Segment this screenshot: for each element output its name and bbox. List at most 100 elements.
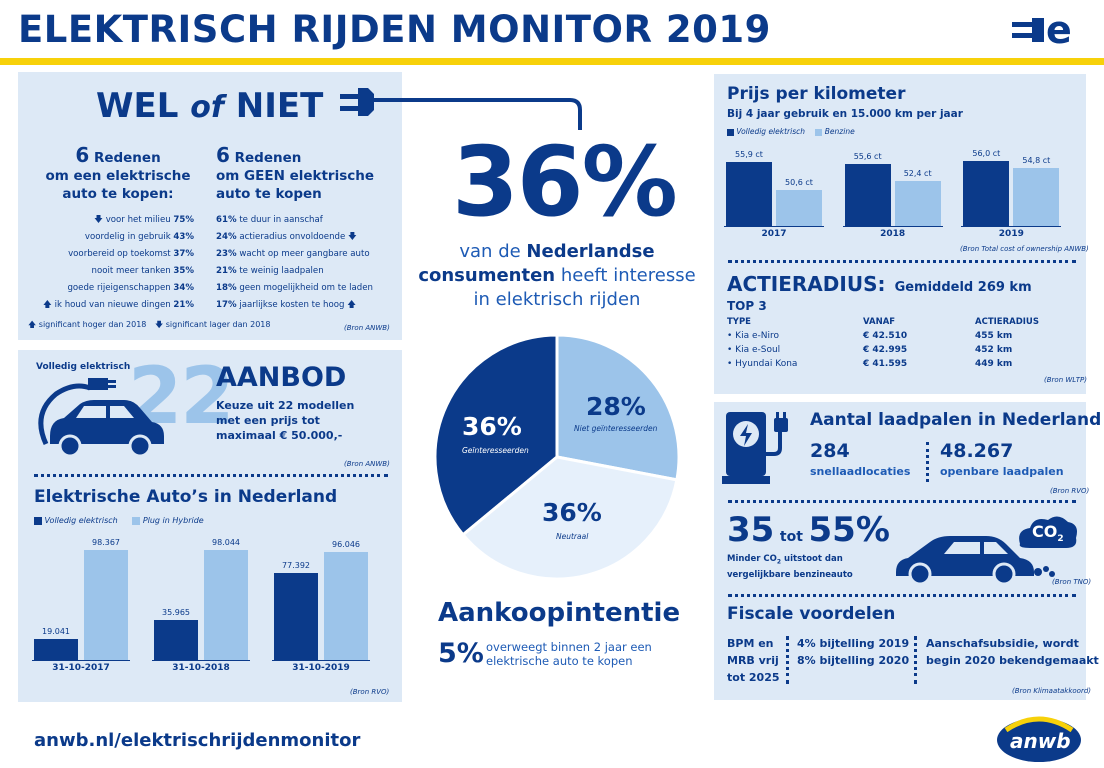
fiscaal-col2: 4% bijtelling 2019 8% bijtelling 2020 [797, 637, 910, 667]
pie-label-neutral: 36% [542, 498, 602, 527]
prijs-panel [714, 74, 1086, 394]
welofniet-title: WEL of NIET [96, 86, 324, 126]
aanbod-title: AANBOD [216, 362, 347, 393]
bar-value-label: 56,0 ct [972, 149, 1001, 159]
table-cell: € 42.995 [863, 345, 908, 355]
axis-baseline [842, 226, 943, 227]
plug-icon [340, 84, 590, 134]
arrow-up-icon: 🡅 [347, 300, 357, 310]
axis-baseline [272, 660, 370, 661]
category-label: 2017 [761, 229, 787, 239]
column-header: ACTIERADIUS [975, 317, 1039, 327]
laadpalen-divider [728, 500, 1076, 503]
pie-slice-not-interested [555, 333, 681, 482]
list-item: 24% actieradius onvoldoende 🡇 [216, 232, 357, 242]
interest-big-pct: 36% [452, 126, 678, 238]
significance-legend: 🡅 significant hoger dan 2018 🡇 significa… [28, 320, 271, 329]
bar [204, 550, 248, 660]
bar [894, 180, 941, 226]
pie-slice-neutral [460, 455, 679, 581]
bar-value-label: 54,8 ct [1022, 155, 1051, 165]
fiscaal-vdivider-2 [914, 636, 917, 684]
fiscaal-vdivider-1 [786, 636, 789, 684]
aankoop-text: overweegt binnen 2 jaar een elektrische … [486, 640, 652, 668]
welofniet-source: (Bron ANWB) [344, 324, 390, 332]
category-label: 2018 [880, 229, 906, 239]
table-row: • Hyundai Kona € 41.595 449 km [727, 357, 1065, 371]
laadpalen-num2: 48.267 [940, 440, 1014, 462]
table-cell: • Kia e-Soul [727, 345, 781, 355]
page-title: ELEKTRISCH RIJDEN MONITOR 2019 [18, 8, 771, 51]
table-cell: • Kia e-Niro [727, 331, 779, 341]
list-item: voorbereid op toekomst 37% [68, 249, 194, 259]
bar [963, 161, 1010, 226]
header-yellow-stripe [0, 58, 1104, 65]
table-row: • Kia e-Niro € 42.510 455 km [727, 329, 1065, 343]
arrow-up-icon: 🡅 [28, 320, 37, 329]
column-header: TYPE [727, 317, 751, 327]
list-item: 🡇 voor het milieu 75% [94, 215, 194, 225]
aanbod-source: (Bron ANWB) [344, 460, 390, 468]
table-header-row: TYPE VANAF ACTIERADIUS [727, 315, 1065, 329]
arrow-down-icon: 🡇 [154, 320, 164, 329]
list-item: 61% te duur in aanschaf [216, 215, 323, 225]
interest-pie-chart [432, 332, 682, 582]
laadpalen-label2: openbare laadpalen [940, 465, 1064, 478]
column-header: VANAF [863, 317, 896, 327]
prijs-divider [728, 260, 1076, 263]
bar [726, 161, 772, 226]
list-item: 23% wacht op meer gangbare auto [216, 249, 370, 259]
pie-cat-not-interested: Niet geïnteresseerden [574, 424, 658, 433]
list-item: goede rijeigenschappen 34% [67, 283, 194, 293]
axis-baseline [32, 660, 130, 661]
bar-value-label: 77.392 [282, 561, 310, 571]
fiscaal-source: (Bron Klimaatakkoord) [1012, 687, 1091, 695]
pie-slice-interested [433, 333, 559, 537]
autos-nl-title: Elektrische Auto’s in Nederland [34, 487, 338, 507]
legend-swatch-plugin [132, 516, 141, 525]
pro-heading: 6 Redenen om een elektrische auto te kop… [45, 143, 191, 202]
fiscaal-col1: BPM en MRB vrij tot 2025 [727, 637, 780, 684]
table-cell: € 42.510 [863, 331, 908, 341]
prijs-title: Prijs per kilometer [727, 84, 906, 104]
svg-text:e: e [1046, 10, 1072, 50]
laadpalen-label1: snellaadlocaties [810, 465, 911, 478]
bar-value-label: 98.044 [212, 538, 240, 548]
legend-swatch-benzine [815, 128, 823, 136]
co2-source: (Bron TNO) [1052, 578, 1092, 586]
bar-value-label: 96.046 [332, 540, 360, 550]
autos-nl-legend: Volledig elektrisch Plug in Hybride [34, 516, 204, 525]
arrow-up-icon: 🡅 [43, 300, 55, 310]
bar [34, 638, 78, 660]
anwb-logo-text: anwb [1010, 729, 1071, 753]
pie-cat-interested: Geïnteresseerden [462, 446, 529, 455]
co2-cloud-label: CO2 [1032, 522, 1064, 545]
list-item: 17% jaarlijkse kosten te hoog 🡅 [216, 300, 357, 310]
laadpalen-num1: 284 [810, 440, 850, 462]
prijs-source: (Bron Total cost of ownership ANWB) [960, 245, 1089, 253]
table-cell: • Hyundai Kona [727, 359, 798, 369]
bar-value-label: 55,6 ct [853, 151, 882, 161]
legend-swatch-full [34, 516, 42, 525]
aanbod-divider [34, 474, 388, 477]
actieradius-table: TYPE VANAF ACTIERADIUS • Kia e-Niro € 42.… [727, 315, 1065, 371]
category-label: 2019 [998, 229, 1024, 239]
bar-value-label: 35.965 [162, 607, 190, 617]
aanbod-label: Volledig elektrisch [36, 362, 131, 372]
autos-nl-source: (Bron RVO) [350, 688, 390, 696]
footer-url-link[interactable]: anwb.nl/elektrischrijdenmonitor [34, 730, 361, 751]
bar [1013, 167, 1060, 226]
aanbod-text: Keuze uit 22 modellen met een prijs tot … [216, 399, 355, 442]
con-reasons-list: 61% te duur in aanschaf 24% actieradius o… [216, 212, 396, 314]
laadpalen-source: (Bron RVO) [1050, 487, 1090, 495]
category-label: 31-10-2019 [292, 663, 350, 673]
bar [844, 163, 891, 226]
autos-bar-chart: 19.041 98.367 31-10-2017 35.965 98.044 31-10-… [30, 530, 390, 680]
car-exhaust-icon [892, 514, 1082, 586]
prijs-legend: Volledig elektrisch Benzine [727, 127, 855, 136]
bar [84, 549, 128, 660]
bar [776, 190, 822, 226]
list-item: 18% geen mogelijkheid om te laden [216, 283, 373, 293]
axis-baseline [724, 226, 824, 227]
bar-value-label: 50,6 ct [785, 178, 813, 188]
